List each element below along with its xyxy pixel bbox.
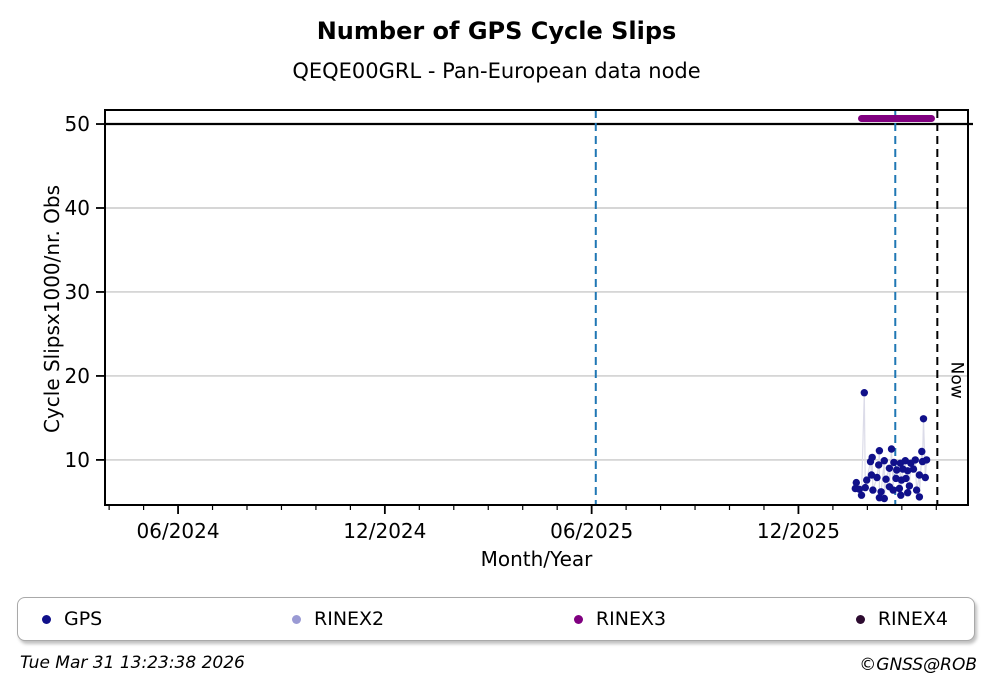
gps-point (861, 483, 869, 492)
gps-point (887, 445, 896, 453)
gps-point (882, 475, 890, 483)
rinex2-marker-icon (292, 614, 302, 624)
gps-point (885, 464, 894, 472)
chart-title: Number of GPS Cycle Slips (316, 17, 677, 45)
gps-point (855, 485, 864, 493)
x-tick-label: 12/2024 (343, 519, 426, 543)
footer-credit: ©GNSS@ROB (859, 655, 977, 675)
footer-timestamp: Tue Mar 31 13:23:38 2026 (20, 653, 245, 673)
gps-point (877, 488, 885, 496)
gps-point (911, 456, 919, 464)
y-tick-label: 50 (65, 112, 90, 136)
y-tick-label: 30 (65, 280, 90, 304)
gps-marker-icon (42, 614, 51, 624)
legend-item-rinex2: RINEX2 (292, 608, 384, 630)
y-tick-label: 10 (65, 448, 90, 472)
gps-point (889, 486, 897, 494)
chart-subtitle: QEQE00GRL - Pan-European data node (292, 59, 701, 83)
gps-point (860, 389, 868, 397)
gps-point (912, 486, 921, 494)
gps-point (875, 461, 883, 469)
legend-item-label: GPS (64, 608, 103, 630)
x-axis-label: Month/Year (480, 547, 593, 571)
gps-point (868, 453, 876, 462)
y-tick-label: 20 (65, 364, 90, 388)
gps-point (869, 486, 877, 494)
gps-point (919, 415, 928, 423)
y-tick-label: 40 (65, 196, 90, 220)
gps-point (918, 447, 926, 456)
x-tick-label: 06/2025 (550, 519, 633, 543)
gps-point (909, 465, 918, 473)
gps-point (915, 471, 924, 479)
legend-item-label: RINEX2 (314, 608, 385, 630)
gps-point (875, 447, 884, 455)
legend-item-rinex4: RINEX4 (855, 608, 948, 630)
gps-point (867, 471, 876, 479)
gps-point (880, 494, 888, 503)
gps-point (922, 456, 931, 464)
gps-point (852, 478, 860, 487)
gps-point (897, 491, 905, 499)
gps-point (857, 491, 866, 499)
legend-item-label: RINEX3 (595, 608, 667, 630)
legend-item-rinex3: RINEX3 (573, 608, 667, 630)
gps-point (880, 457, 888, 465)
legend-item-gps: GPS (42, 608, 102, 630)
gps-point (921, 473, 929, 482)
legend: GPS RINEX2 RINEX3 RINEX4 (17, 597, 975, 641)
gps-point (863, 476, 871, 484)
x-tick-label: 06/2024 (137, 519, 220, 543)
axis-frame (104, 109, 969, 506)
rinex3-marker-icon (573, 614, 583, 624)
gps-point (893, 466, 901, 474)
chart-svg: 06/2024 12/2024 06/2025 12/2025 10 20 30 40 50 No… (65, 109, 973, 543)
gps-point (895, 484, 904, 493)
gps-point (904, 489, 912, 497)
now-annotation: Now (946, 362, 966, 399)
gps-point (901, 457, 909, 465)
footer: Tue Mar 31 13:23:38 2026 ©GNSS@ROB (0, 653, 993, 683)
rinex4-marker-icon (855, 614, 865, 624)
gps-point (915, 493, 924, 501)
gps-point (902, 474, 910, 483)
legend-item-label: RINEX4 (877, 608, 948, 630)
gps-point (873, 473, 881, 482)
gps-point (905, 482, 914, 490)
gps-point (904, 467, 912, 475)
x-tick-label: 12/2025 (757, 519, 840, 543)
gps-point (890, 458, 898, 467)
